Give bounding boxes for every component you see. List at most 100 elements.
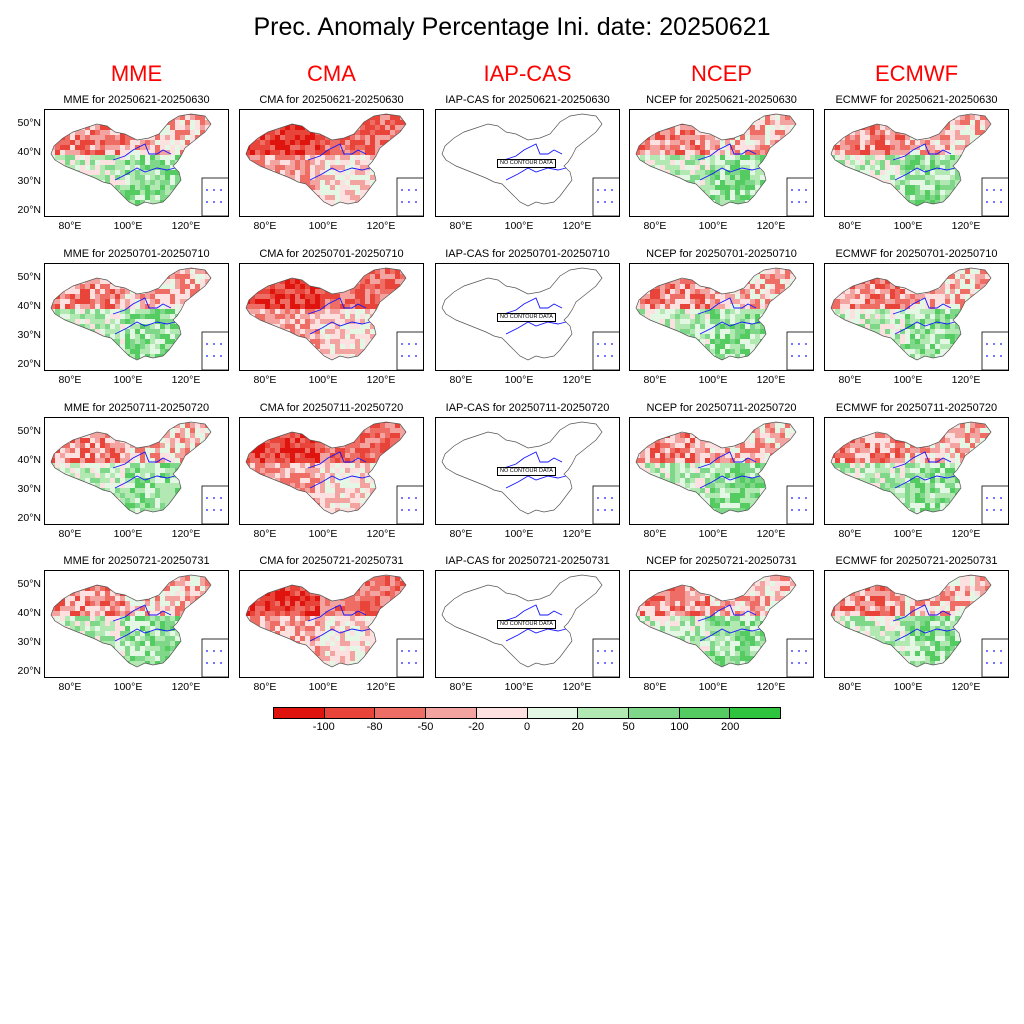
- anomaly-cell: [345, 120, 351, 126]
- anomaly-cell: [165, 115, 171, 121]
- anomaly-cell: [165, 274, 171, 280]
- anomaly-cell: [45, 319, 51, 325]
- anomaly-cell: [70, 289, 76, 295]
- island-dot: [604, 189, 606, 191]
- anomaly-cell: [135, 314, 141, 320]
- anomaly-cell: [640, 125, 646, 131]
- anomaly-cell: [705, 180, 711, 186]
- anomaly-cell: [380, 364, 386, 370]
- anomaly-cell: [345, 314, 351, 320]
- anomaly-cell: [220, 289, 226, 295]
- anomaly-cell: [720, 195, 726, 201]
- anomaly-cell: [250, 135, 256, 141]
- anomaly-cell: [355, 268, 361, 270]
- anomaly-cell: [805, 140, 811, 146]
- anomaly-cell: [165, 145, 171, 151]
- anomaly-cell: [110, 120, 116, 126]
- anomaly-cell: [51, 115, 56, 121]
- anomaly-cell: [105, 210, 111, 216]
- anomaly-cell: [135, 349, 141, 355]
- anomaly-cell: [995, 145, 1001, 151]
- anomaly-cell: [125, 114, 131, 116]
- anomaly-cell: [780, 190, 786, 196]
- anomaly-cell: [55, 200, 61, 206]
- anomaly-cell: [51, 284, 56, 290]
- anomaly-cell: [100, 364, 106, 370]
- anomaly-cell: [260, 190, 266, 196]
- anomaly-cell: [145, 349, 151, 355]
- anomaly-cell: [975, 180, 981, 186]
- anomaly-cell: [135, 274, 141, 280]
- anomaly-cell: [160, 140, 166, 146]
- anomaly-cell: [300, 289, 306, 295]
- anomaly-cell: [315, 359, 321, 360]
- anomaly-cell: [340, 349, 346, 355]
- anomaly-cell: [95, 160, 101, 166]
- anomaly-cell: [225, 284, 229, 290]
- anomaly-cell: [325, 155, 331, 161]
- anomaly-cell: [260, 309, 266, 315]
- anomaly-cell: [645, 210, 651, 216]
- anomaly-cell: [355, 135, 361, 141]
- anomaly-cell: [860, 150, 866, 156]
- anomaly-cell: [115, 354, 121, 360]
- anomaly-cell: [270, 215, 276, 217]
- anomaly-cell: [215, 160, 221, 166]
- anomaly-cell: [90, 210, 96, 216]
- anomaly-cell: [335, 268, 341, 270]
- anomaly-cell: [720, 160, 726, 166]
- anomaly-cell: [260, 344, 266, 350]
- island-dot: [611, 201, 613, 203]
- anomaly-cell: [870, 145, 876, 151]
- anomaly-cell: [860, 205, 866, 206]
- anomaly-cell: [315, 120, 321, 126]
- anomaly-cell: [80, 205, 86, 206]
- anomaly-cell: [185, 205, 191, 206]
- anomaly-cell: [420, 115, 424, 121]
- anomaly-cell: [70, 190, 76, 196]
- anomaly-cell: [775, 175, 781, 181]
- anomaly-cell: [65, 125, 71, 131]
- anomaly-cell: [990, 115, 991, 121]
- anomaly-cell: [375, 299, 381, 305]
- anomaly-cell: [905, 180, 911, 186]
- anomaly-cell: [145, 279, 151, 285]
- anomaly-cell: [350, 339, 356, 345]
- anomaly-cell: [740, 155, 746, 161]
- anomaly-cell: [105, 269, 111, 275]
- island-dot: [993, 189, 995, 191]
- anomaly-cell: [330, 334, 336, 340]
- anomaly-cell: [75, 304, 81, 310]
- anomaly-cell: [150, 210, 156, 216]
- anomaly-cell: [715, 125, 721, 131]
- anomaly-cell: [385, 284, 391, 290]
- anomaly-cell: [315, 155, 321, 161]
- anomaly-cell: [255, 150, 261, 156]
- anomaly-cell: [385, 354, 391, 360]
- anomaly-cell: [370, 150, 376, 156]
- anomaly-cell: [355, 114, 361, 116]
- anomaly-cell: [105, 324, 111, 330]
- anomaly-cell: [105, 344, 111, 350]
- anomaly-cell: [350, 344, 356, 350]
- anomaly-cell: [130, 324, 136, 330]
- anomaly-cell: [85, 354, 91, 360]
- anomaly-cell: [170, 354, 176, 360]
- anomaly-cell: [365, 185, 371, 191]
- anomaly-cell: [330, 319, 336, 325]
- anomaly-cell: [150, 160, 156, 166]
- anomaly-cell: [730, 195, 736, 201]
- anomaly-cell: [75, 114, 81, 116]
- anomaly-cell: [370, 175, 376, 181]
- anomaly-cell: [325, 354, 331, 360]
- anomaly-cell: [995, 125, 1001, 131]
- anomaly-cell: [195, 304, 201, 310]
- anomaly-cell: [105, 334, 111, 340]
- anomaly-cell: [185, 175, 191, 181]
- anomaly-cell: [710, 210, 716, 216]
- anomaly-cell: [170, 299, 176, 305]
- anomaly-cell: [710, 180, 716, 186]
- anomaly-cell: [325, 120, 331, 126]
- anomaly-cell: [170, 185, 176, 191]
- anomaly-cell: [190, 155, 196, 161]
